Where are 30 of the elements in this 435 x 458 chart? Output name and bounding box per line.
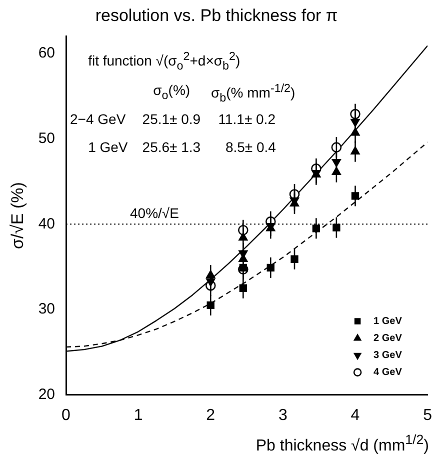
x-tick-label: 1 (134, 406, 143, 424)
legend-label: 3 GeV (374, 350, 402, 362)
x-tick-label: 4 (350, 406, 360, 424)
y-tick-label: 50 (38, 130, 55, 147)
x-tick-label: 0 (62, 406, 71, 424)
y-tick-label: 60 (38, 44, 55, 62)
annotation: σ$_{o}$(%) (153, 82, 190, 102)
x-tick-label: 3 (278, 406, 288, 424)
y-tick-label: 40 (38, 215, 55, 232)
annotation: fit function √(σ$_{o}$$^{2}$+d×σ$_{b}$$^{2}$) (88, 50, 240, 72)
annotation: 8.5± 0.4 (225, 139, 276, 156)
x-tick-label: 5 (423, 406, 432, 424)
chart-title: resolution vs. Pb thickness for π (95, 6, 338, 25)
point (332, 224, 340, 232)
y-tick-label: 30 (38, 300, 55, 318)
y-tick-label: 20 (38, 386, 55, 403)
annotation: σ$_{b}$(% mm$^{-1/2}$) (211, 82, 296, 104)
annotation: 11.1± 0.2 (218, 110, 276, 127)
point (290, 255, 298, 263)
x-tick-label: 2 (206, 406, 216, 424)
legend-label: 4 GeV (374, 367, 402, 378)
annotation: 25.6± 1.3 (142, 139, 201, 156)
ref-line-label: 40%/√E (130, 204, 179, 221)
y-axis-title: σ/√E (%) (8, 182, 27, 250)
legend-label: 1 GeV (374, 316, 402, 328)
legend-label: 2 GeV (374, 333, 402, 344)
annotation: 2−4 GeV (70, 110, 126, 127)
annotation: 25.1± 0.9 (142, 110, 201, 127)
x-axis-title: Pb thickness √d (mm$^{1/2}$) (256, 432, 429, 456)
annotation: 1 GeV (88, 139, 128, 156)
